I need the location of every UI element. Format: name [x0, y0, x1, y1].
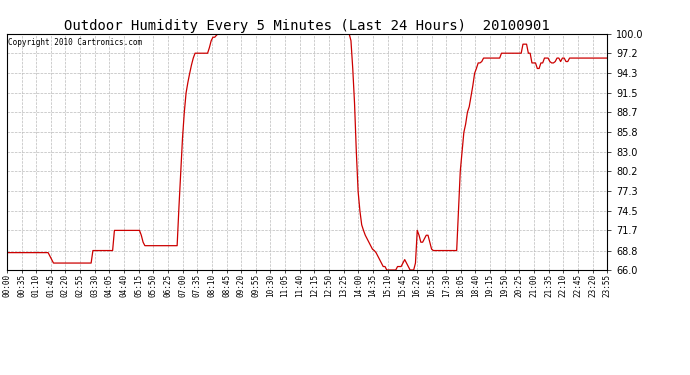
Text: Copyright 2010 Cartronics.com: Copyright 2010 Cartronics.com — [8, 39, 142, 48]
Title: Outdoor Humidity Every 5 Minutes (Last 24 Hours)  20100901: Outdoor Humidity Every 5 Minutes (Last 2… — [64, 19, 550, 33]
